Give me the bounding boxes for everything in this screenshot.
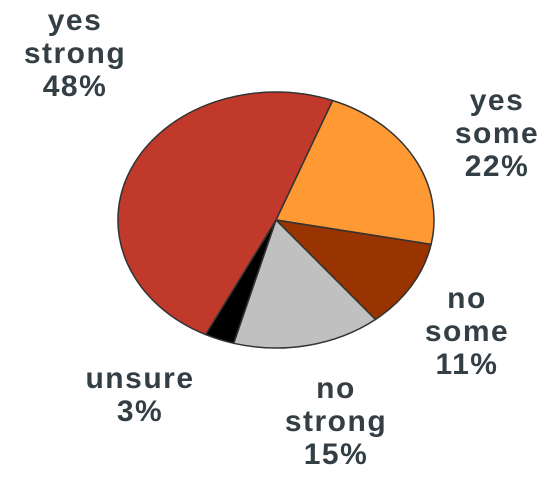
slice-value-label: 3%	[117, 395, 163, 428]
slice-value-label: 48%	[43, 70, 108, 103]
slice-name-line: some	[425, 315, 509, 348]
slice-name-line: strong	[285, 405, 387, 438]
pie-slice-yes-strong	[117, 91, 334, 336]
pie-slice-no-strong	[232, 219, 377, 349]
slice-value-label: 22%	[465, 150, 530, 183]
slice-label-yes-strong: yes strong 48%	[24, 4, 126, 103]
pie-slices	[117, 91, 435, 349]
slice-value-label: 11%	[436, 348, 499, 381]
pie-slice-yes-some	[275, 99, 435, 246]
slice-label-no-strong: no strong 15%	[285, 372, 387, 471]
slice-name-line: no	[316, 372, 356, 405]
slice-value-label: 15%	[304, 438, 369, 471]
slice-name-line: strong	[24, 37, 126, 70]
slice-name-line: yes	[48, 4, 103, 37]
slice-name-line: no	[447, 282, 487, 315]
slice-label-yes-some: yes some 22%	[455, 84, 539, 183]
pie-slice-no-some	[275, 219, 432, 321]
slice-label-no-some: no some 11%	[425, 282, 509, 381]
slice-name-line: some	[455, 117, 539, 150]
slice-labels: yes some 22%no some 11%no strong 15%unsure 3%ye…	[24, 4, 539, 471]
slice-name-line: yes	[470, 84, 525, 117]
slice-name-line: unsure	[85, 362, 194, 395]
slice-label-unsure: unsure 3%	[85, 362, 194, 428]
